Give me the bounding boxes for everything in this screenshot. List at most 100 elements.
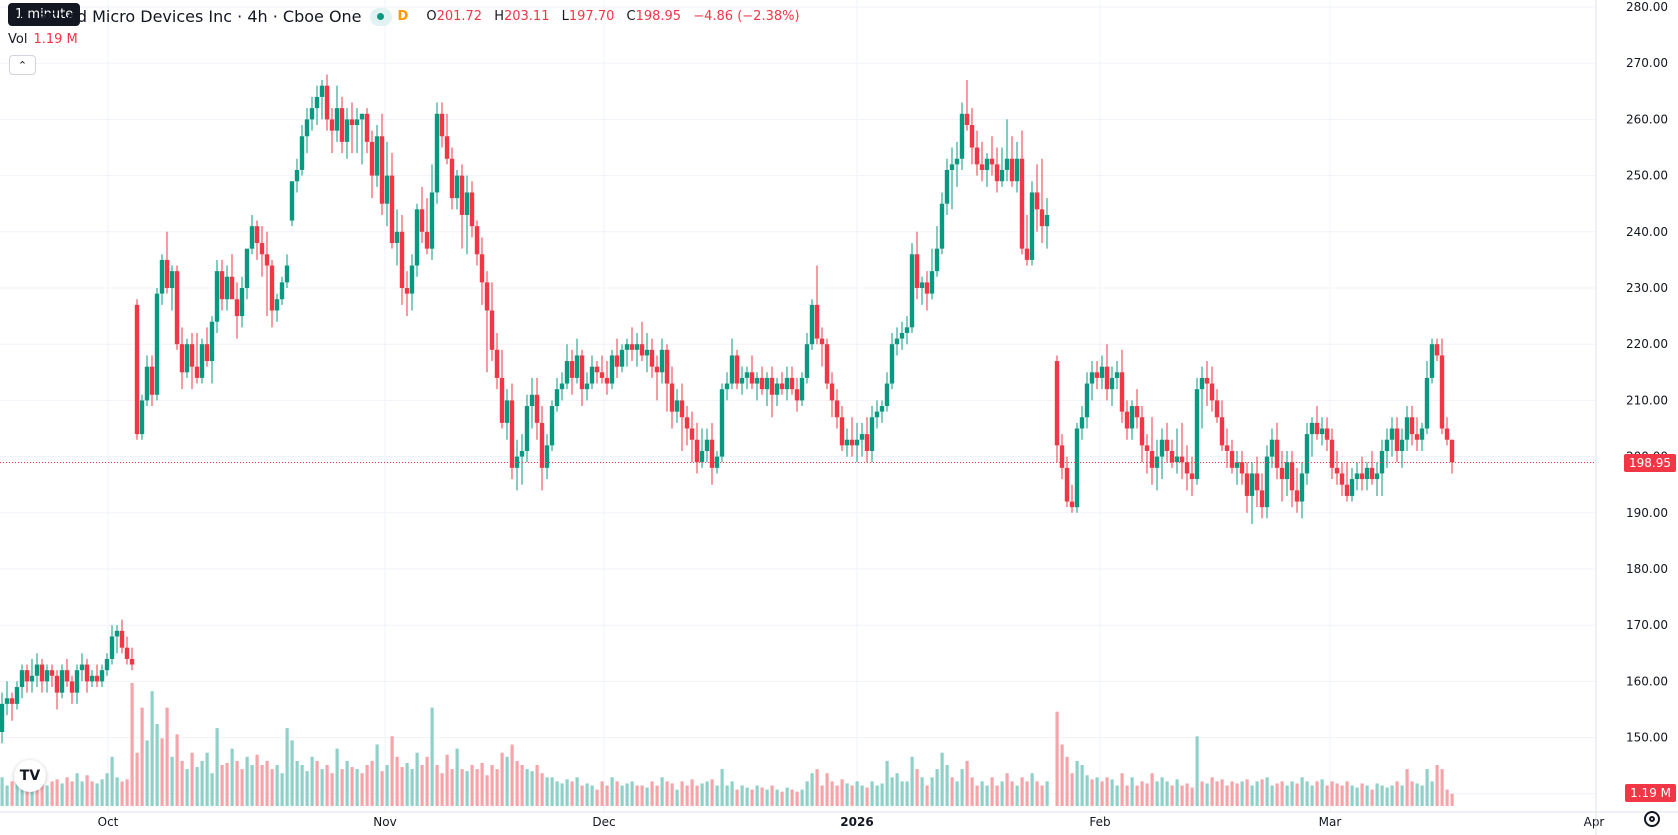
- candle-body: [34, 664, 40, 676]
- interval-tooltip: 1 minute: [8, 3, 81, 26]
- time-tick-label: Feb: [1089, 815, 1110, 829]
- volume-legend[interactable]: Vol 1.19 M: [8, 32, 78, 47]
- price-tick-label: 250.00: [1626, 169, 1668, 183]
- volume-bar: [5, 785, 9, 806]
- volume-bar: [810, 773, 814, 806]
- price-tick-label: 220.00: [1626, 337, 1668, 351]
- candle-body: [89, 675, 95, 682]
- volume-bar: [890, 777, 894, 806]
- candle-body: [239, 288, 245, 317]
- candle-body: [1029, 192, 1035, 260]
- volume-bar: [90, 781, 94, 806]
- candle-body: [1189, 473, 1195, 480]
- candle-body: [329, 119, 335, 131]
- volume-bar: [30, 781, 34, 806]
- volume-bar: [730, 781, 734, 806]
- open-label: O: [426, 9, 437, 24]
- candle-body: [1444, 428, 1450, 440]
- volume-bar: [915, 769, 919, 806]
- candle-body: [549, 406, 555, 446]
- candle-body: [1404, 417, 1410, 440]
- volume-bar: [165, 707, 169, 806]
- volume-bar: [790, 789, 794, 806]
- candle-body: [369, 141, 375, 176]
- candle-body: [469, 192, 475, 227]
- candle-body: [379, 136, 385, 204]
- volume-bar: [260, 765, 264, 806]
- tradingview-logo-icon[interactable]: TV: [14, 760, 46, 792]
- volume-bar: [155, 724, 159, 806]
- candle-body: [1224, 445, 1230, 451]
- candle-body: [629, 344, 635, 350]
- delayed-data-icon[interactable]: D: [397, 9, 409, 24]
- candle-body: [624, 344, 630, 350]
- volume-bar: [660, 777, 664, 806]
- candle-body: [1149, 450, 1155, 468]
- candle-body: [1129, 406, 1135, 429]
- candle-body: [399, 231, 405, 288]
- candle-body: [944, 169, 950, 204]
- candle-body: [889, 344, 895, 384]
- candle-body: [384, 175, 390, 204]
- volume-bar: [20, 779, 24, 806]
- volume-bar: [1055, 711, 1059, 806]
- volume-bar: [990, 777, 994, 806]
- candle-body: [94, 675, 100, 682]
- candle-body: [1394, 428, 1400, 451]
- time-tick-label: Mar: [1319, 815, 1342, 829]
- symbol-title[interactable]: Advanced Micro Devices Inc · 4h · Cboe O…: [8, 7, 362, 26]
- volume-bar: [120, 781, 124, 806]
- volume-bar: [55, 779, 59, 806]
- candle-body: [44, 670, 50, 682]
- candle-body: [299, 136, 305, 170]
- volume-bar: [675, 789, 679, 806]
- volume-bar: [175, 734, 179, 806]
- candle-body: [84, 664, 90, 682]
- candle-body: [259, 243, 265, 255]
- volume-bar: [1035, 781, 1039, 806]
- volume-bar: [1325, 785, 1329, 806]
- candle-body: [304, 119, 310, 137]
- volume-bar: [735, 789, 739, 806]
- volume-bar: [650, 781, 654, 806]
- volume-bar: [1425, 769, 1429, 806]
- volume-bar: [1385, 787, 1389, 806]
- market-status-icon[interactable]: [369, 7, 392, 26]
- low-label: L: [561, 9, 569, 24]
- volume-bar: [300, 765, 304, 806]
- volume-bar: [720, 769, 724, 806]
- volume-bar: [190, 752, 194, 806]
- candle-body: [654, 366, 660, 373]
- candle-body: [1179, 456, 1185, 463]
- candle-body: [1019, 158, 1025, 249]
- gear-icon[interactable]: [1644, 811, 1660, 827]
- volume-bar: [70, 781, 74, 806]
- volume-bar: [780, 791, 784, 806]
- time-tick-label: 2026: [840, 815, 873, 829]
- volume-bar: [1260, 779, 1264, 806]
- volume-bar: [220, 765, 224, 806]
- current-price-label: 198.95: [1624, 453, 1676, 472]
- candle-body: [389, 175, 395, 244]
- candle-body: [914, 254, 920, 288]
- candle-body: [759, 377, 765, 390]
- candle-body: [124, 647, 130, 659]
- candle-body: [589, 366, 595, 384]
- candle-body: [24, 670, 30, 682]
- candle-body: [174, 271, 180, 345]
- volume-bar: [1250, 785, 1254, 806]
- volume-bar: [35, 783, 39, 806]
- volume-bar: [955, 781, 959, 806]
- candle-body: [4, 698, 10, 704]
- volume-bar: [295, 760, 299, 806]
- volume-bar: [1275, 783, 1279, 806]
- candle-body: [869, 417, 875, 451]
- collapse-legend-button[interactable]: ⌃: [9, 55, 36, 75]
- volume-bar: [1200, 781, 1204, 806]
- candle-body: [1074, 428, 1080, 508]
- volume-bar: [510, 744, 514, 806]
- volume-bar: [145, 740, 149, 806]
- candle-body: [829, 383, 835, 401]
- volume-bar: [480, 762, 484, 806]
